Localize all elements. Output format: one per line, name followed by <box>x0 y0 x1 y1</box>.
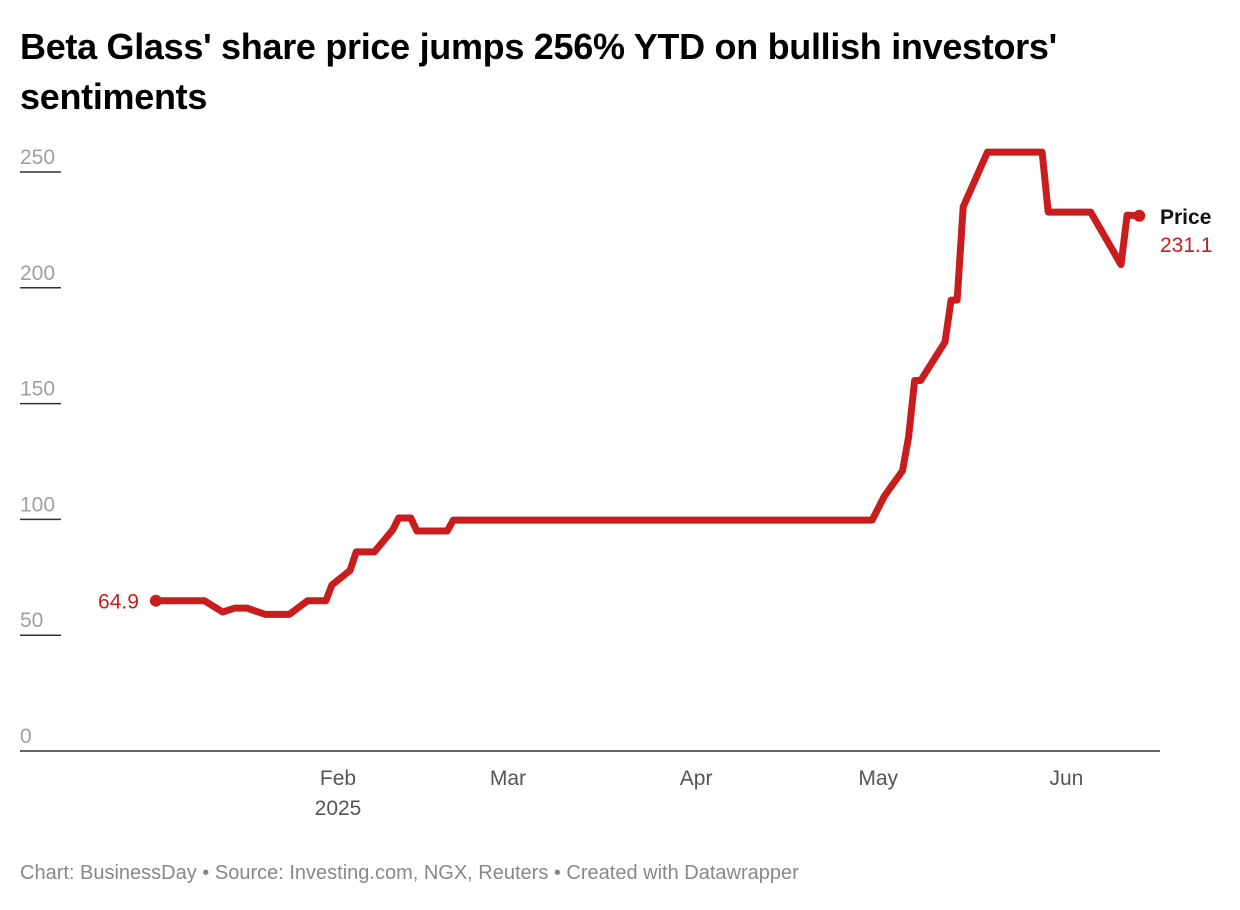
start-point <box>149 594 162 607</box>
series-label: Price <box>1160 206 1211 229</box>
y-tick-label: 250 <box>20 146 55 169</box>
y-tick-label: 200 <box>20 262 55 285</box>
end-value-label: 231.1 <box>1160 234 1213 257</box>
x-tick-label: Feb <box>320 767 356 790</box>
x-tick-sublabel: 2025 <box>315 797 362 820</box>
y-tick-label: 150 <box>20 378 55 401</box>
chart-footer: Chart: BusinessDay • Source: Investing.c… <box>20 862 799 884</box>
y-tick-label: 50 <box>20 609 43 632</box>
x-tick-label: Mar <box>490 767 526 790</box>
x-tick-label: Jun <box>1049 767 1083 790</box>
end-point <box>1133 209 1146 222</box>
y-tick-label: 0 <box>20 725 32 748</box>
x-tick-label: Apr <box>680 767 713 790</box>
start-value-label: 64.9 <box>98 591 139 614</box>
price-line <box>152 148 1143 618</box>
chart-title: Beta Glass' share price jumps 256% YTD o… <box>20 26 1057 117</box>
x-tick-label: May <box>858 767 898 790</box>
y-tick-label: 100 <box>20 493 55 516</box>
